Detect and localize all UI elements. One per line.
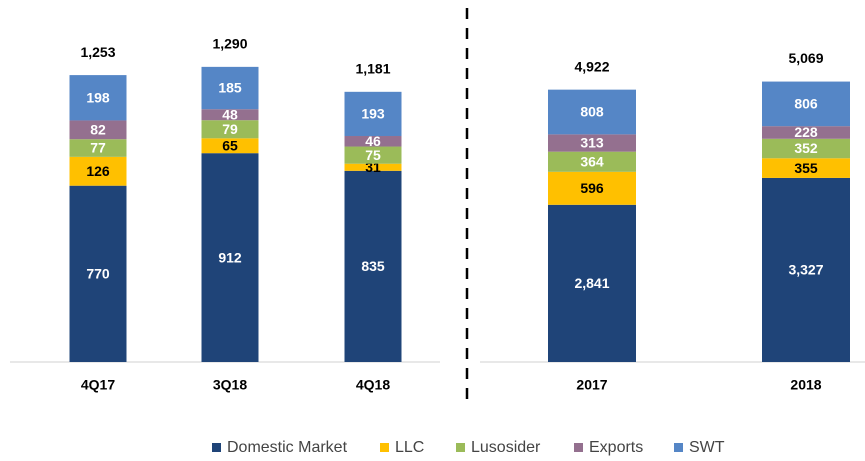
bar-segment (201, 66, 259, 110)
bar-segment (548, 89, 636, 135)
value-label: 46 (365, 133, 381, 149)
value-label: 352 (794, 140, 818, 156)
legend-swatch (380, 443, 389, 452)
bar-segment (548, 204, 636, 362)
legend-swatch (212, 443, 221, 452)
legend-label: Domestic Market (227, 439, 348, 456)
total-label: 1,181 (355, 60, 390, 76)
value-label: 912 (218, 249, 242, 265)
bar-segment (201, 138, 259, 154)
value-label: 79 (222, 121, 238, 137)
total-label: 1,253 (80, 44, 115, 60)
bar-segment (344, 163, 402, 171)
total-label: 5,069 (788, 50, 823, 66)
value-label: 355 (794, 160, 818, 176)
legend-swatch (574, 443, 583, 452)
total-label: 1,290 (212, 35, 247, 51)
value-label: 126 (86, 163, 110, 179)
x-tick-label: 4Q17 (81, 377, 115, 393)
value-label: 313 (580, 135, 604, 151)
legend-swatch (674, 443, 683, 452)
value-label: 228 (794, 124, 818, 140)
value-label: 806 (794, 96, 818, 112)
value-label: 770 (86, 266, 110, 282)
legend-label: Exports (589, 439, 643, 456)
bar-segment (201, 153, 259, 362)
bar-segment (762, 81, 850, 127)
value-label: 48 (222, 106, 238, 122)
bar-segment (344, 170, 402, 362)
value-label: 835 (361, 258, 385, 274)
value-label: 77 (90, 140, 106, 156)
bar-segment (201, 109, 259, 121)
bar-segment (548, 171, 636, 205)
bar-segment (69, 185, 127, 362)
bar-segment (762, 158, 850, 178)
bar-segment (548, 134, 636, 152)
x-tick-label: 2018 (790, 377, 821, 393)
legend-label: SWT (689, 439, 725, 456)
bar-segment (69, 75, 127, 121)
value-label: 3,327 (788, 262, 823, 278)
value-label: 185 (218, 80, 242, 96)
total-label: 4,922 (574, 58, 609, 74)
bar-segment (69, 120, 127, 140)
bar-segment (69, 139, 127, 157)
bar-segment (69, 156, 127, 186)
bar-segment (344, 91, 402, 137)
value-label: 198 (86, 89, 110, 105)
value-label: 364 (580, 153, 604, 169)
bar-segment (762, 126, 850, 139)
x-tick-label: 3Q18 (213, 377, 247, 393)
bar-segment (548, 151, 636, 172)
bar-segment (762, 138, 850, 159)
value-label: 2,841 (574, 275, 609, 291)
x-tick-label: 2017 (576, 377, 607, 393)
bar-segment (344, 146, 402, 164)
legend-label: LLC (395, 439, 424, 456)
value-label: 808 (580, 104, 604, 120)
value-label: 75 (365, 147, 381, 163)
bar-segment (344, 136, 402, 147)
value-label: 596 (580, 180, 604, 196)
legend-swatch (456, 443, 465, 452)
value-label: 82 (90, 122, 106, 138)
value-label: 65 (222, 137, 238, 153)
x-tick-label: 4Q18 (356, 377, 390, 393)
legend-label: Lusosider (471, 439, 541, 456)
bar-segment (762, 177, 850, 362)
value-label: 193 (361, 106, 385, 122)
bar-segment (201, 120, 259, 139)
